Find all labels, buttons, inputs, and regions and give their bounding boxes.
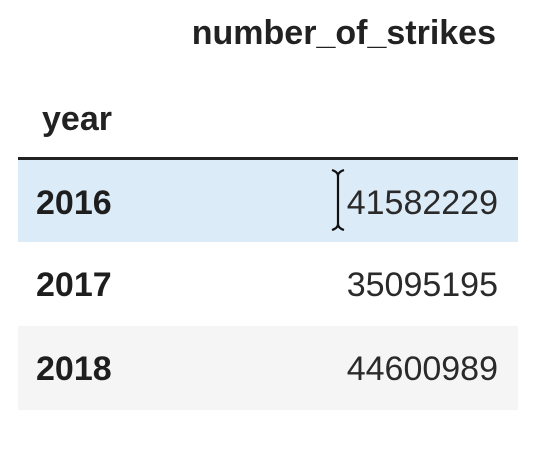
index-header-row: year	[18, 82, 518, 160]
table-row[interactable]: 2018 44600989	[18, 326, 518, 410]
column-header-number-of-strikes: number_of_strikes	[191, 14, 496, 52]
row-value-cell[interactable]: 35095195	[346, 266, 498, 304]
row-index-label: 2016	[36, 184, 112, 222]
row-value-cell[interactable]: 41582229	[346, 184, 498, 222]
row-index-label: 2018	[36, 350, 112, 388]
table-row[interactable]: 2016 41582229	[18, 160, 518, 242]
dataframe-table: number_of_strikes year 2016 41582229 201…	[18, 0, 518, 410]
table-row[interactable]: 2017 35095195	[18, 242, 518, 326]
row-index-label: 2017	[36, 266, 112, 304]
column-header-row: number_of_strikes	[18, 0, 518, 82]
text-cursor-icon	[331, 168, 345, 232]
index-name-label: year	[42, 100, 112, 138]
row-value-cell[interactable]: 44600989	[346, 350, 498, 388]
